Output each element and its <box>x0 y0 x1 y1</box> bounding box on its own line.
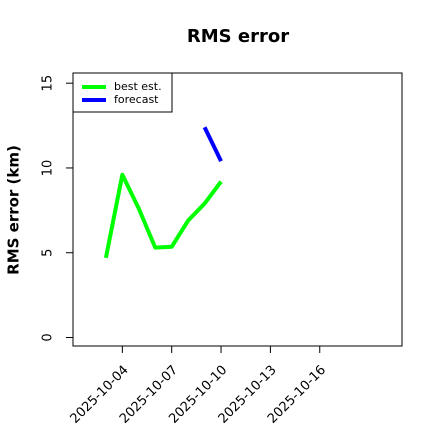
chart-title: RMS error <box>187 26 289 47</box>
series-line <box>103 172 223 259</box>
y-axis-label: RMS error (km) <box>5 145 23 275</box>
y-tick-label: 0 <box>41 333 56 341</box>
legend-box <box>72 72 173 113</box>
series-line <box>202 126 223 163</box>
legend-label: best est. <box>114 80 162 93</box>
y-tick-label: 10 <box>41 160 56 177</box>
legend: best est.forecast <box>72 72 173 113</box>
y-tick-label: 5 <box>41 249 56 257</box>
y-tick-label: 15 <box>41 75 56 92</box>
legend-label: forecast <box>114 93 159 106</box>
plot-frame <box>72 72 403 347</box>
